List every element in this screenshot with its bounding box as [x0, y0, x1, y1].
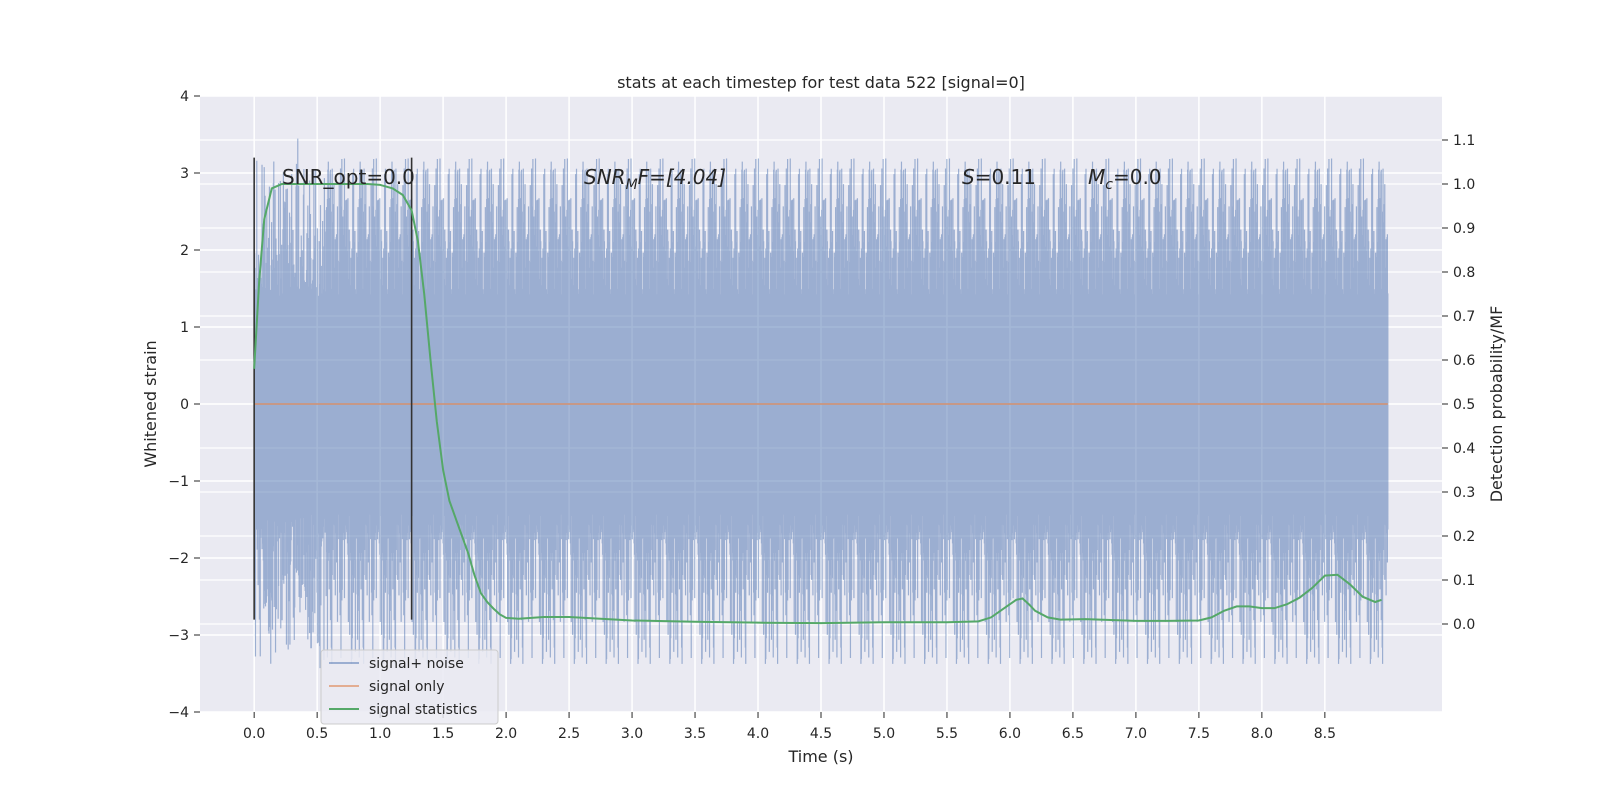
annotation-snr-mf-sub: M — [626, 177, 638, 193]
x-tick-label: 5.5 — [936, 726, 958, 742]
timestep-markers — [253, 157, 413, 620]
annotation-snr-mf-main: SNR — [584, 165, 626, 189]
x-tick-label: 0.5 — [306, 726, 328, 742]
y-right-tick-label: 1.0 — [1453, 177, 1475, 193]
legend-label-noise: signal+ noise — [369, 656, 464, 672]
legend-label-stats: signal statistics — [369, 702, 477, 718]
y-right-tick-label: 0.4 — [1453, 441, 1475, 457]
annotation-mc: Mc=0.0 — [1088, 165, 1162, 193]
y-right-tick-label: 0.0 — [1453, 617, 1475, 633]
x-tick-label: 0.0 — [243, 726, 265, 742]
x-axis-ticks: 0.0 0.5 1.0 1.5 2.0 2.5 3.0 3.5 4.0 4.5 5.0 5.5 6.0 6… — [243, 712, 1336, 742]
y-tick-label: 0 — [180, 397, 189, 413]
signal-statistics-series — [253, 183, 1382, 625]
y-tick-label: 1 — [180, 320, 189, 336]
x-tick-label: 7.5 — [1188, 726, 1210, 742]
annotation-snr-mf-rest: F=[4.04] — [638, 165, 726, 189]
y-axis-title: Whitened strain — [141, 340, 160, 467]
x-tick-label: 8.0 — [1251, 726, 1273, 742]
y-tick-label: −1 — [168, 474, 189, 490]
x-tick-label: 3.0 — [621, 726, 643, 742]
annotation-s-main: S — [962, 165, 975, 189]
legend-box — [320, 649, 499, 725]
y-right-axis-title: Detection probability/MF — [1487, 306, 1506, 503]
legend: signal+ noise signal only signal statist… — [320, 649, 499, 725]
x-tick-label: 2.0 — [495, 726, 517, 742]
y-tick-label: −3 — [168, 628, 189, 644]
y-tick-label: −2 — [168, 551, 189, 567]
annotation-s: S=0.11 — [962, 165, 1036, 189]
annotation-s-rest: =0.11 — [975, 165, 1036, 189]
annotation-mc-rest: =0.0 — [1113, 165, 1162, 189]
x-tick-label: 6.5 — [1062, 726, 1084, 742]
y-tick-label: 3 — [180, 166, 189, 182]
y-right-tick-label: 0.1 — [1453, 573, 1475, 589]
y-right-tick-label: 0.8 — [1453, 265, 1475, 281]
y-tick-label: 2 — [180, 243, 189, 259]
x-tick-label: 1.5 — [432, 726, 454, 742]
x-tick-label: 8.5 — [1314, 726, 1336, 742]
x-tick-label: 4.0 — [747, 726, 769, 742]
y-tick-label: −4 — [168, 705, 189, 721]
chart-title: stats at each timestep for test data 522… — [617, 73, 1025, 92]
x-tick-label: 7.0 — [1125, 726, 1147, 742]
annotation-mc-sub: c — [1105, 177, 1113, 193]
y-right-tick-label: 0.5 — [1453, 397, 1475, 413]
x-tick-label: 1.0 — [369, 726, 391, 742]
x-tick-label: 4.5 — [810, 726, 832, 742]
y-axis-ticks: −4 −3 −2 −1 0 1 2 3 4 — [168, 89, 200, 721]
y-right-tick-label: 0.7 — [1453, 309, 1475, 325]
legend-label-signal: signal only — [369, 679, 444, 695]
y-right-tick-label: 1.1 — [1453, 133, 1475, 149]
y-right-tick-label: 0.2 — [1453, 529, 1475, 545]
annotation-snr-mf: SNRMF=[4.04] — [584, 165, 726, 193]
y-right-tick-label: 0.9 — [1453, 221, 1475, 237]
x-axis-title: Time (s) — [787, 747, 853, 766]
annotation-snr-opt: SNR_opt=0.0 — [282, 165, 415, 189]
x-tick-label: 5.0 — [873, 726, 895, 742]
x-tick-label: 3.5 — [684, 726, 706, 742]
x-tick-label: 6.0 — [999, 726, 1021, 742]
y-right-axis-ticks: 0.0 0.1 0.2 0.3 0.4 0.5 0.6 0.7 0.8 0.9 1.0 1.1 — [1442, 133, 1475, 633]
x-tick-label: 2.5 — [558, 726, 580, 742]
y-right-tick-label: 0.6 — [1453, 353, 1475, 369]
y-right-tick-label: 0.3 — [1453, 485, 1475, 501]
y-tick-label: 4 — [180, 89, 189, 105]
annotation-mc-main: M — [1088, 165, 1105, 189]
